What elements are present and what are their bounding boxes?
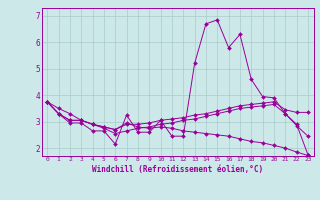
X-axis label: Windchill (Refroidissement éolien,°C): Windchill (Refroidissement éolien,°C): [92, 165, 263, 174]
